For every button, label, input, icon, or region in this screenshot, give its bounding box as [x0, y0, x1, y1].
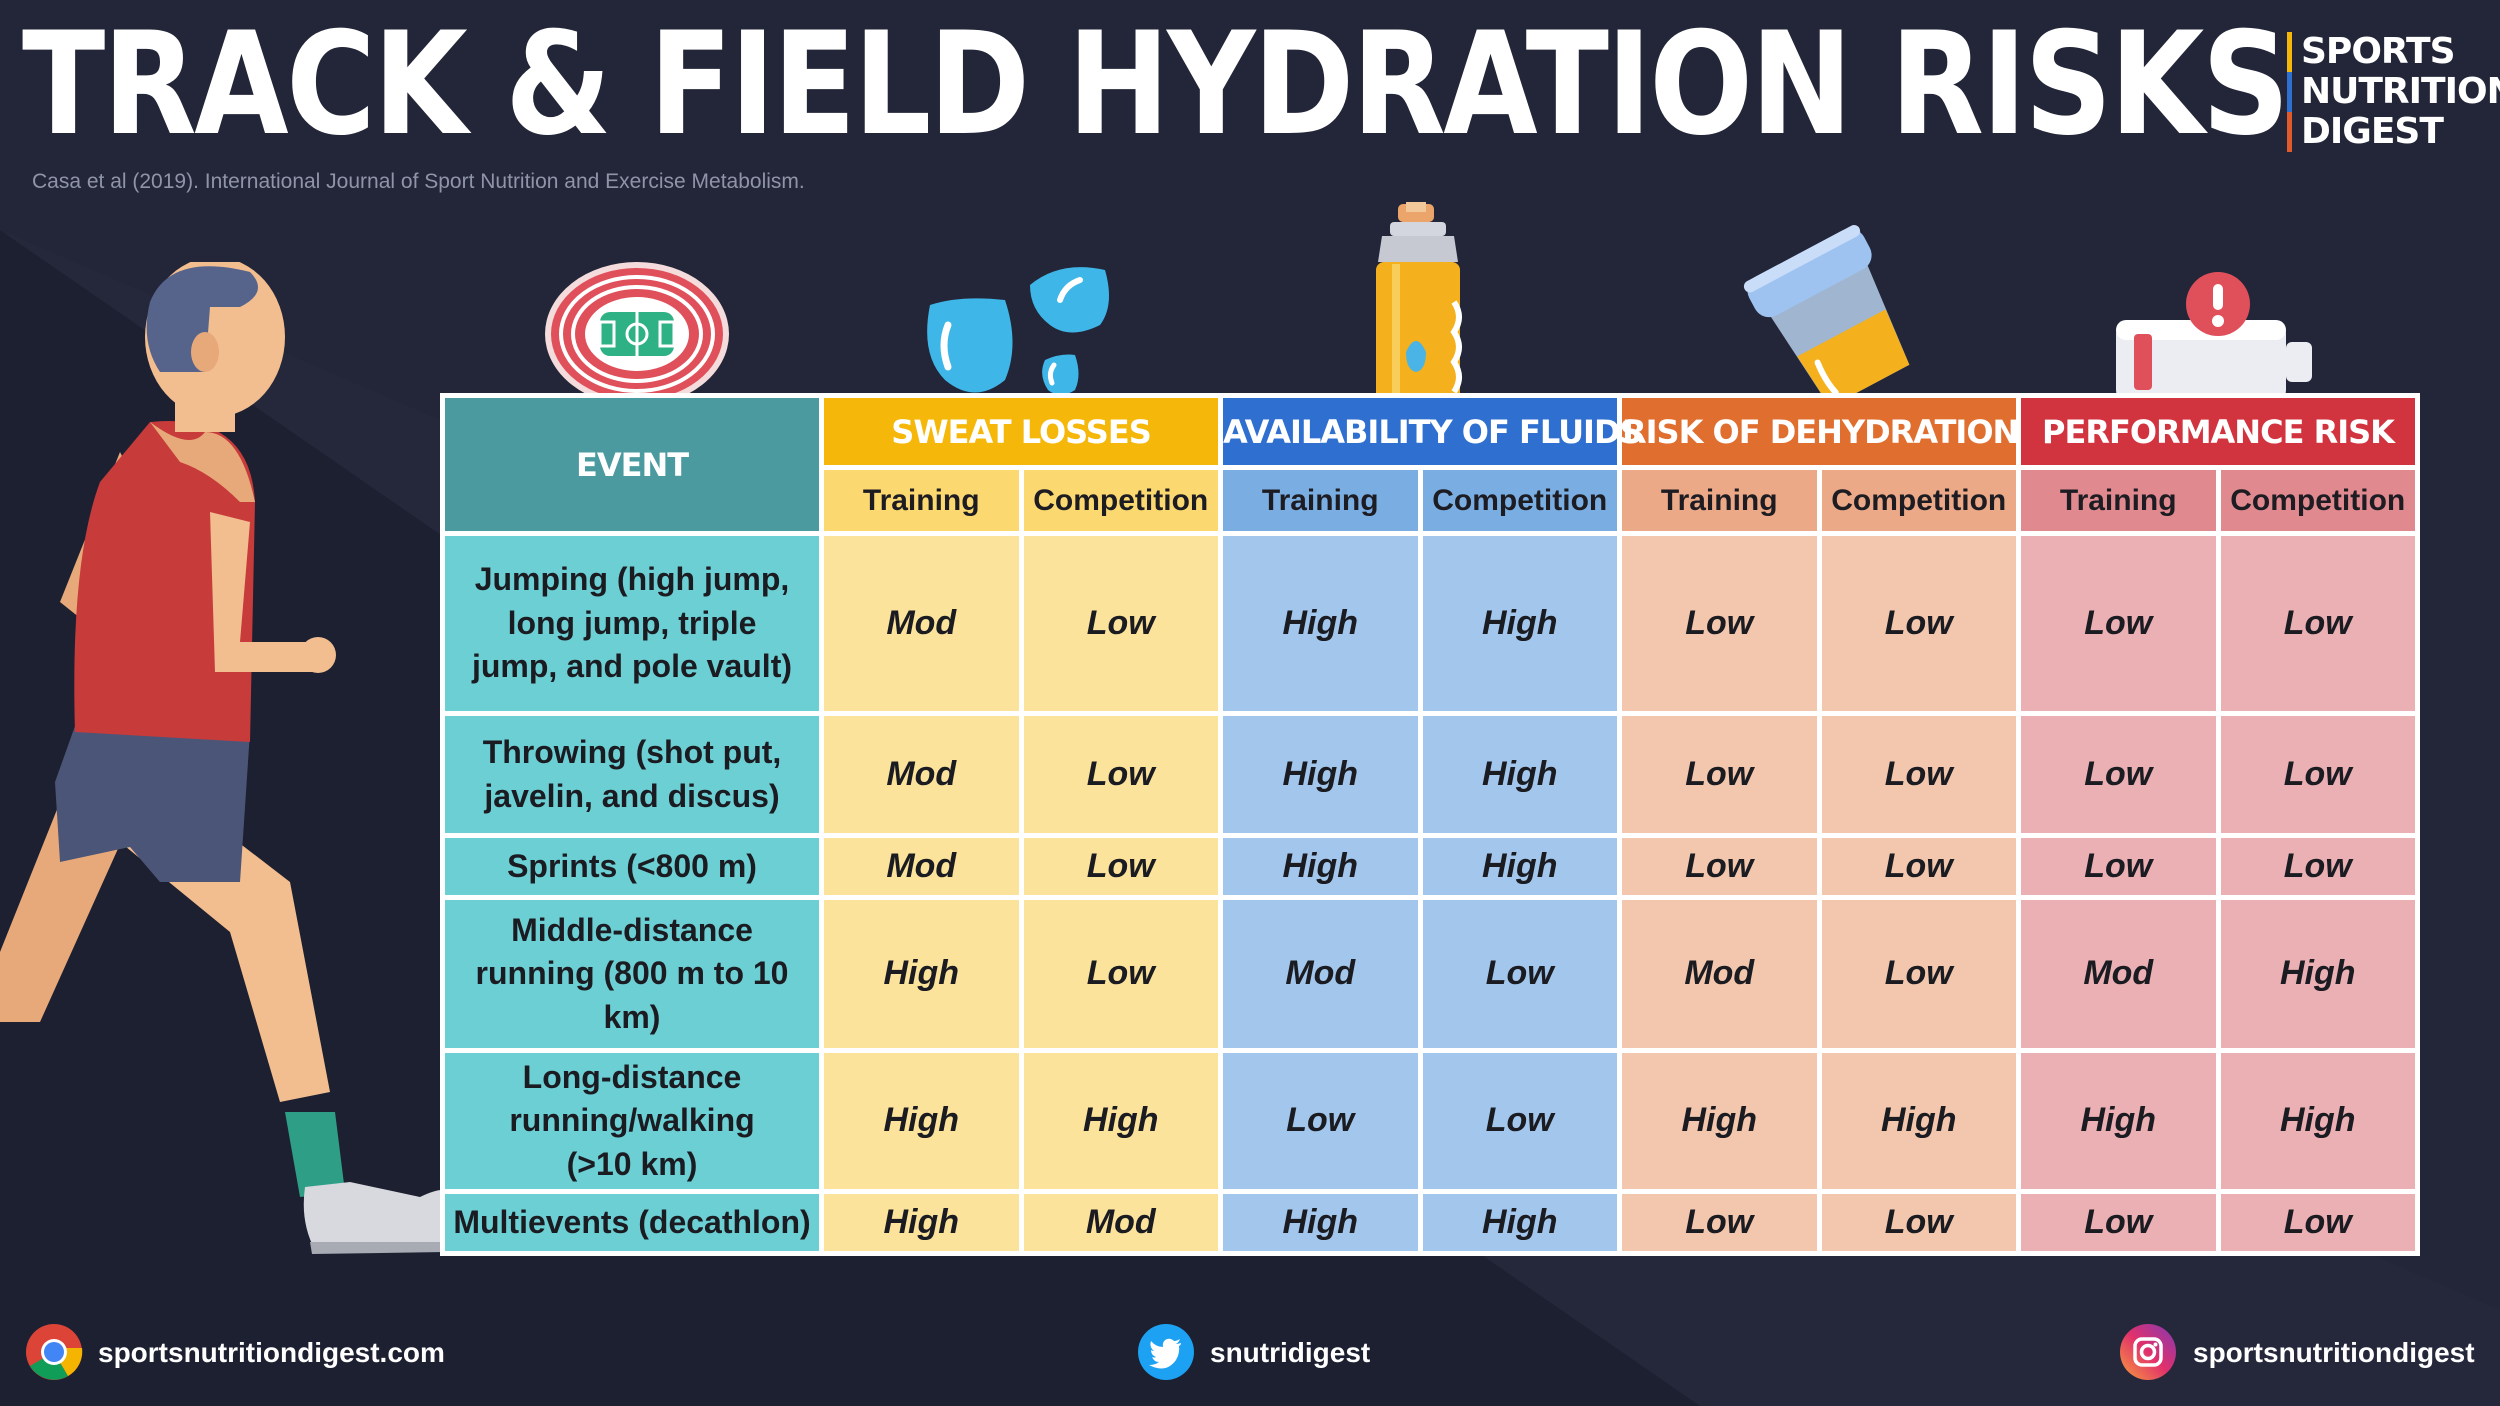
value-cell: Mod — [1622, 900, 1817, 1048]
value-cell: Low — [2220, 1193, 2415, 1251]
event-column-header: EVENT — [445, 398, 819, 532]
value-cell: High — [1223, 716, 1418, 834]
value-cell: Low — [1622, 1193, 1817, 1251]
table-row-middle-distance: Middle-distance running (800 m to 10 km)… — [445, 900, 2415, 1048]
header-row-groups: EVENT SWEAT LOSSES AVAILABILITY OF FLUID… — [445, 398, 2415, 532]
group-header-performance-risk: PERFORMANCE RISK — [2021, 398, 2415, 466]
event-cell: Multievents (decathlon) — [445, 1193, 819, 1251]
sub-header-training: Training — [2021, 470, 2216, 532]
value-cell: High — [2021, 1052, 2216, 1189]
value-cell: High — [1023, 1052, 1218, 1189]
event-cell: Middle-distance running (800 m to 10 km) — [445, 900, 819, 1048]
instagram-handle[interactable]: sportsnutritiondigest — [2193, 1337, 2475, 1368]
sweat-drops-icon — [927, 267, 1109, 395]
urine-sample-icon — [1743, 225, 1910, 407]
citation: Casa et al (2019). International Journal… — [32, 170, 805, 193]
twitter-handle[interactable]: snutridigest — [1210, 1337, 1371, 1368]
table-row-multievents: Multievents (decathlon) High Mod High Hi… — [445, 1193, 2415, 1251]
value-cell: Low — [1821, 838, 2016, 896]
sub-header-competition: Competition — [1023, 470, 1218, 532]
value-cell: High — [824, 1052, 1019, 1189]
table-row-throwing: Throwing (shot put, javelin, and discus)… — [445, 716, 2415, 834]
value-cell: Low — [2220, 716, 2415, 834]
sub-header-competition: Competition — [1422, 470, 1617, 532]
instagram-icon[interactable] — [2118, 1322, 2178, 1382]
value-cell: High — [2220, 900, 2415, 1048]
value-cell: Low — [1023, 900, 1218, 1048]
value-cell: Low — [1622, 716, 1817, 834]
value-cell: Low — [2220, 536, 2415, 712]
value-cell: High — [1622, 1052, 1817, 1189]
hydration-risk-table: EVENT SWEAT LOSSES AVAILABILITY OF FLUID… — [440, 393, 2420, 1256]
logo-line-1: SPORTS — [2301, 31, 2456, 72]
value-cell: High — [1422, 838, 1617, 896]
value-cell: Mod — [824, 838, 1019, 896]
table-row-jumping: Jumping (high jump, long jump, triple ju… — [445, 536, 2415, 712]
value-cell: Low — [2220, 838, 2415, 896]
website-link[interactable]: sportsnutritiondigest.com — [98, 1337, 445, 1368]
value-cell: Low — [1821, 716, 2016, 834]
value-cell: Low — [1422, 1052, 1617, 1189]
sub-header-training: Training — [1223, 470, 1418, 532]
low-battery-alert-icon — [2116, 272, 2312, 404]
value-cell: Low — [1023, 838, 1218, 896]
logo-bar-blue — [2287, 72, 2292, 112]
value-cell: Mod — [824, 716, 1019, 834]
value-cell: High — [2220, 1052, 2415, 1189]
value-cell: Low — [1821, 1193, 2016, 1251]
brand-logo[interactable]: SPORTS NUTRITION DIGEST — [2287, 31, 2500, 152]
value-cell: Mod — [1223, 900, 1418, 1048]
group-header-availability-of-fluids: AVAILABILITY OF FLUIDS — [1223, 398, 1643, 466]
logo-bar-yellow — [2287, 32, 2292, 72]
value-cell: High — [824, 1193, 1019, 1251]
value-cell: Low — [1023, 536, 1218, 712]
value-cell: Low — [1622, 838, 1817, 896]
value-cell: High — [1223, 838, 1418, 896]
group-header-sweat-losses: SWEAT LOSSES — [824, 398, 1218, 466]
value-cell: High — [1223, 536, 1418, 712]
event-cell: Sprints (<800 m) — [445, 838, 819, 896]
value-cell: High — [1821, 1052, 2016, 1189]
logo-bar-orange — [2287, 112, 2292, 152]
table-row-long-distance: Long-distance running/walking (>10 km) H… — [445, 1052, 2415, 1189]
sub-header-training: Training — [824, 470, 1019, 532]
sub-header-competition: Competition — [1821, 470, 2016, 532]
value-cell: Low — [2021, 716, 2216, 834]
value-cell: Low — [2021, 1193, 2216, 1251]
event-cell: Jumping (high jump, long jump, triple ju… — [445, 536, 819, 712]
value-cell: High — [1422, 536, 1617, 712]
value-cell: High — [1223, 1193, 1418, 1251]
value-cell: High — [1422, 716, 1617, 834]
event-cell: Long-distance running/walking (>10 km) — [445, 1052, 819, 1189]
value-cell: Mod — [2021, 900, 2216, 1048]
event-cell: Throwing (shot put, javelin, and discus) — [445, 716, 819, 834]
runner-illustration — [0, 262, 466, 1254]
value-cell: Low — [1622, 536, 1817, 712]
value-cell: Low — [1821, 900, 2016, 1048]
page-title: TRACK & FIELD HYDRATION RISKS — [22, 2, 2290, 167]
logo-line-3: DIGEST — [2301, 111, 2444, 152]
sub-header-competition: Competition — [2220, 470, 2415, 532]
sub-header-training: Training — [1622, 470, 1817, 532]
value-cell: Low — [1023, 716, 1218, 834]
value-cell: Low — [2021, 838, 2216, 896]
value-cell: High — [824, 900, 1019, 1048]
value-cell: Mod — [1023, 1193, 1218, 1251]
value-cell: Mod — [824, 536, 1019, 712]
value-cell: Low — [1422, 900, 1617, 1048]
twitter-icon[interactable] — [1136, 1322, 1196, 1382]
value-cell: Low — [2021, 536, 2216, 712]
header-row-subcolumns: Training Competition Training Competitio… — [445, 470, 2415, 532]
logo-line-2: NUTRITION — [2301, 71, 2500, 112]
value-cell: Low — [1821, 536, 2016, 712]
stadium-track-icon — [545, 262, 729, 406]
chrome-icon[interactable] — [24, 1322, 84, 1382]
table-row-sprints: Sprints (<800 m) Mod Low High High Low L… — [445, 838, 2415, 896]
value-cell: High — [1422, 1193, 1617, 1251]
value-cell: Low — [1223, 1052, 1418, 1189]
group-header-risk-of-dehydration: RISK OF DEHYDRATION — [1622, 398, 2019, 466]
water-bottle-icon — [1376, 202, 1462, 410]
